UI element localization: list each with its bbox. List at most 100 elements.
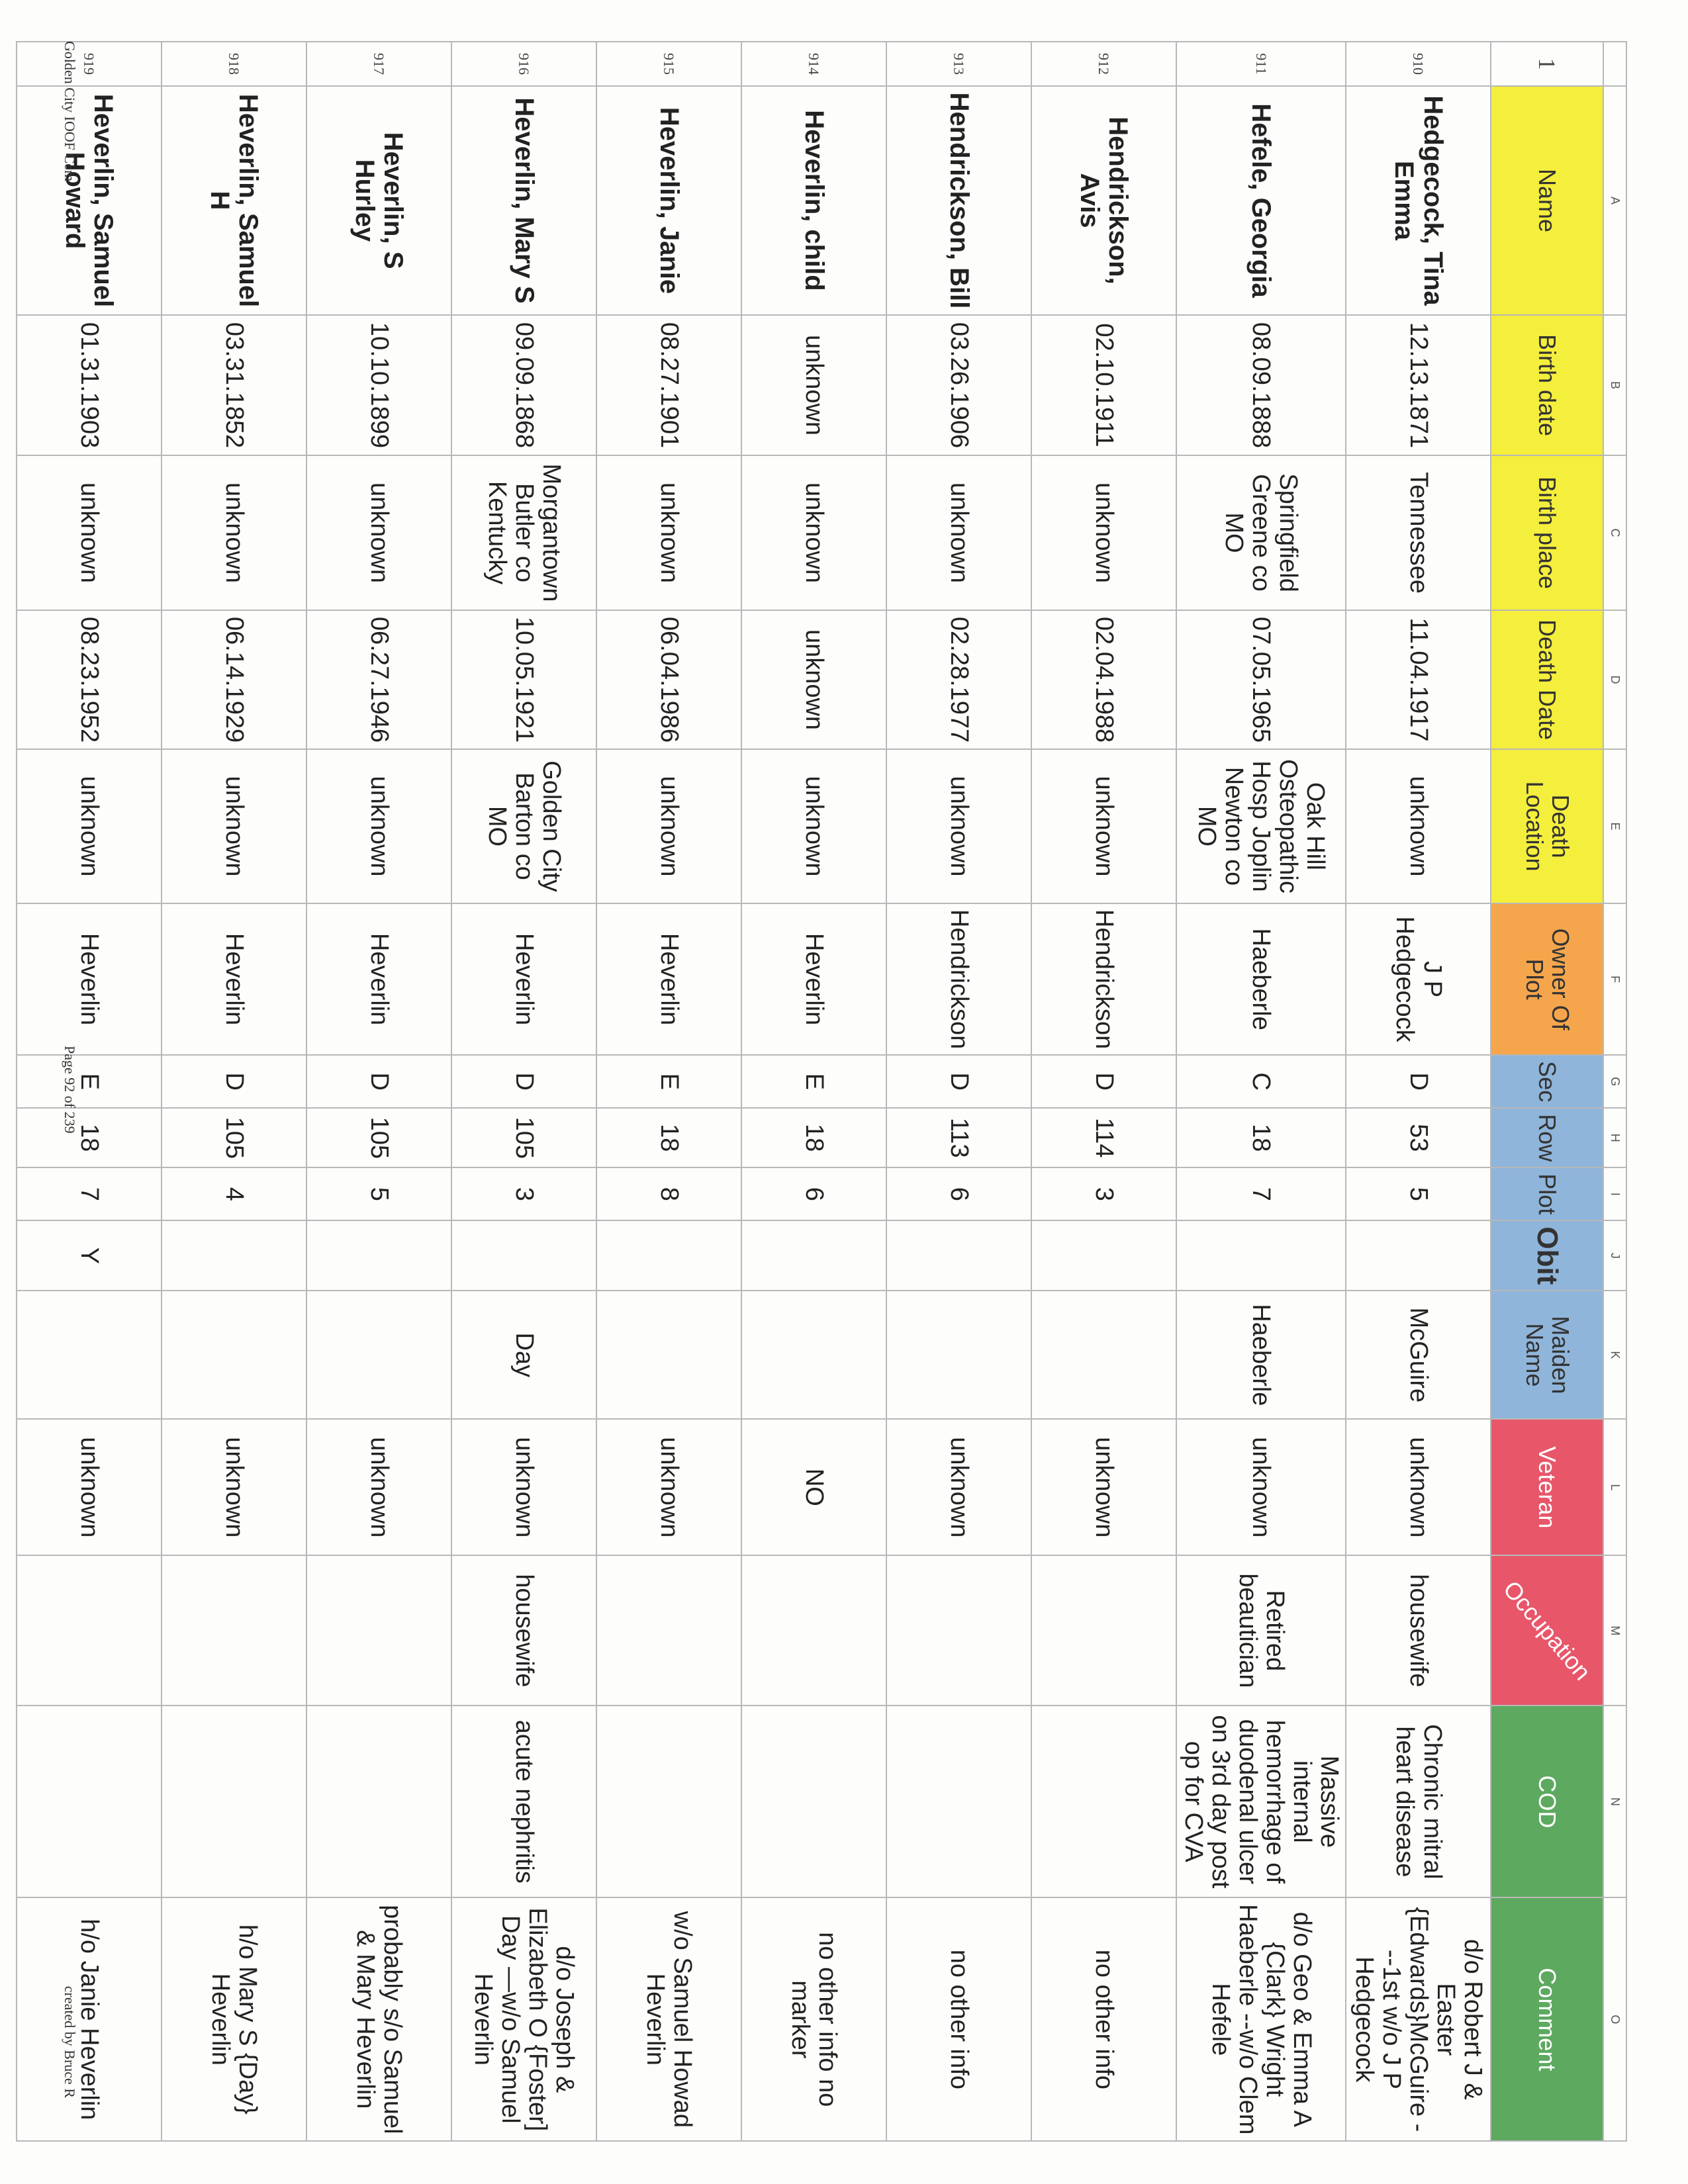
cell-comment: probably s/o Samuel & Mary Heverlin	[306, 1897, 451, 2142]
cell-plot: 6	[741, 1167, 886, 1221]
header-death-location: Death Location	[1491, 749, 1603, 903]
cell-birth-date: 08.27.1901	[596, 315, 741, 455]
cell-sec: D	[1031, 1055, 1176, 1109]
cell-comment: no other info no marker	[741, 1897, 886, 2142]
cell-occupation	[886, 1555, 1031, 1706]
header-name: Name	[1491, 86, 1603, 315]
cell-row: 53	[1346, 1108, 1491, 1168]
cemetery-records-table: A B C D E F G H I J K L M N O 1 Name Birth date Birth plac…	[16, 41, 1627, 2142]
cell-death-date: 08.23.1952	[16, 610, 162, 749]
column-letter: C	[1603, 455, 1626, 610]
cell-occupation	[596, 1555, 741, 1706]
row-number: 1	[1491, 42, 1603, 86]
cell-sec: D	[451, 1055, 596, 1109]
cell-death-location: Oak Hill Osteopathic Hosp Joplin Newton …	[1176, 749, 1346, 903]
cell-occupation	[306, 1555, 451, 1706]
cell-maiden-name	[886, 1291, 1031, 1420]
footer-page-number: Page 92 of 239	[62, 1046, 78, 1134]
cell-veteran: unknown	[886, 1419, 1031, 1556]
cell-birth-place: Morgantown Butler co Kentucky	[451, 455, 596, 610]
cell-row: 18	[741, 1108, 886, 1168]
column-letter: E	[1603, 749, 1626, 903]
row-number: 919	[16, 42, 162, 86]
cell-row: 18	[596, 1108, 741, 1168]
cell-sec: D	[161, 1055, 306, 1109]
cell-occupation: housewife	[451, 1555, 596, 1706]
cell-obit	[161, 1220, 306, 1291]
cell-birth-place: unknown	[16, 455, 162, 610]
cell-owner-of-plot: Heverlin	[741, 903, 886, 1056]
cell-plot: 5	[306, 1167, 451, 1221]
header-plot: Plot	[1491, 1167, 1603, 1221]
cell-comment: d/o Geo & Emma A {Clark} Wright Haeberle…	[1176, 1897, 1346, 2142]
cell-birth-date: 10.10.1899	[306, 315, 451, 455]
cell-birth-date: 03.31.1852	[161, 315, 306, 455]
cell-owner-of-plot: Heverlin	[596, 903, 741, 1056]
column-letter: L	[1603, 1419, 1626, 1556]
column-letter: J	[1603, 1220, 1626, 1291]
cell-cod: Massive internal hemorrhage of duodenal …	[1176, 1706, 1346, 1898]
cell-obit	[1176, 1220, 1346, 1291]
header-obit: Obit	[1491, 1220, 1603, 1291]
table-row: 915 Heverlin, Janie 08.27.1901 unknown 06.04…	[596, 42, 741, 2142]
cell-plot: 5	[1346, 1167, 1491, 1221]
column-letter: O	[1603, 1897, 1626, 2142]
row-number: 912	[1031, 42, 1176, 86]
cell-sec: D	[1346, 1055, 1491, 1109]
cell-row: 113	[886, 1108, 1031, 1168]
cell-birth-date: unknown	[741, 315, 886, 455]
cell-veteran: unknown	[596, 1419, 741, 1556]
cell-name: Heverlin, Mary S	[451, 86, 596, 315]
cell-death-location: unknown	[1346, 749, 1491, 903]
cell-comment: d/o Joseph & Elizabeth O {Foster] Day —w…	[451, 1897, 596, 2142]
cell-comment: w/o Samuel Howad Heverlin	[596, 1897, 741, 2142]
footer-right: created by Bruce R	[62, 1985, 78, 2098]
cell-cod	[741, 1706, 886, 1898]
cell-maiden-name	[306, 1291, 451, 1420]
header-row: 1 Name Birth date Birth place Death Date Deat…	[1491, 42, 1603, 2142]
table-row: 917 Heverlin, S Hurley 10.10.1899 unknown 06…	[306, 42, 451, 2142]
cell-maiden-name: Day	[451, 1291, 596, 1420]
cell-maiden-name: McGuire	[1346, 1291, 1491, 1420]
cell-birth-place: unknown	[596, 455, 741, 610]
cell-birth-place: Springfield Greene co MO	[1176, 455, 1346, 610]
cell-death-date: 07.05.1965	[1176, 610, 1346, 749]
cell-name: Heverlin, S Hurley	[306, 86, 451, 315]
cell-occupation: Retired beautician	[1176, 1555, 1346, 1706]
cell-birth-date: 03.26.1906	[886, 315, 1031, 455]
cell-death-date: unknown	[741, 610, 886, 749]
cell-name: Hendrickson, Bill	[886, 86, 1031, 315]
cell-obit	[741, 1220, 886, 1291]
cell-owner-of-plot: J P Hedgecock	[1346, 903, 1491, 1056]
row-number: 913	[886, 42, 1031, 86]
header-birth-date: Birth date	[1491, 315, 1603, 455]
cell-maiden-name: Haeberle	[1176, 1291, 1346, 1420]
cell-obit	[596, 1220, 741, 1291]
cell-veteran: unknown	[1031, 1419, 1176, 1556]
cell-birth-place: unknown	[161, 455, 306, 610]
cell-plot: 4	[161, 1167, 306, 1221]
column-letter: K	[1603, 1291, 1626, 1420]
row-number: 918	[161, 42, 306, 86]
header-sec: Sec	[1491, 1055, 1603, 1109]
cell-death-date: 06.27.1946	[306, 610, 451, 749]
cell-maiden-name	[1031, 1291, 1176, 1420]
column-letter: H	[1603, 1108, 1626, 1168]
cell-birth-date: 12.13.1871	[1346, 315, 1491, 455]
cell-maiden-name	[16, 1291, 162, 1420]
cell-row: 105	[161, 1108, 306, 1168]
cell-birth-place: unknown	[306, 455, 451, 610]
cell-obit: Y	[16, 1220, 162, 1291]
column-letter: D	[1603, 610, 1626, 749]
cell-cod	[16, 1706, 162, 1898]
cell-maiden-name	[161, 1291, 306, 1420]
cell-owner-of-plot: Hendrickson	[1031, 903, 1176, 1056]
column-letter: F	[1603, 903, 1626, 1056]
cell-birth-date: 08.09.1888	[1176, 315, 1346, 455]
cell-row: 18	[1176, 1108, 1346, 1168]
cell-death-date: 02.28.1977	[886, 610, 1031, 749]
cell-sec: C	[1176, 1055, 1346, 1109]
table-row: 918 Heverlin, Samuel H 03.31.1852 unknown 06…	[161, 42, 306, 2142]
cell-death-date: 06.14.1929	[161, 610, 306, 749]
